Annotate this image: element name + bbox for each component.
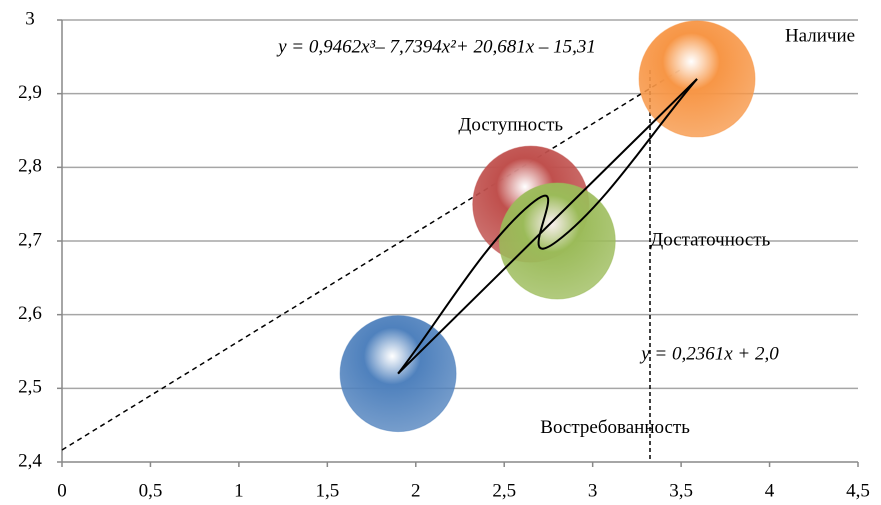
y-tick-label: 2,4 [18, 450, 42, 471]
x-tick-label: 0 [57, 480, 67, 501]
linear-equation: y = 0,2361x + 2,0 [639, 343, 779, 364]
chart: 2,42,52,62,72,82,9300,511,522,533,544,5 … [0, 0, 881, 505]
y-tick-label: 3 [25, 8, 35, 29]
data-label: Доступность [458, 115, 563, 136]
x-tick-label: 2 [411, 480, 421, 501]
x-tick-label: 2,5 [492, 480, 516, 501]
y-tick-label: 2,7 [18, 229, 42, 250]
x-tick-label: 4 [765, 480, 775, 501]
polynomial-equation: y = 0,9462x³– 7,7394x²+ 20,681x – 15,31 [276, 36, 596, 57]
x-tick-label: 0,5 [139, 480, 163, 501]
y-tick-label: 2,8 [18, 156, 42, 177]
x-tick-label: 3,5 [669, 480, 693, 501]
data-label: Достаточность [650, 229, 770, 250]
x-tick-label: 1 [234, 480, 244, 501]
y-tick-label: 2,6 [18, 303, 42, 324]
x-tick-label: 4,5 [846, 480, 870, 501]
data-label: Наличие [785, 25, 855, 46]
data-label: Востребованность [540, 417, 690, 438]
x-tick-label: 3 [588, 480, 598, 501]
x-tick-label: 1,5 [315, 480, 339, 501]
y-tick-label: 2,9 [18, 82, 42, 103]
y-tick-label: 2,5 [18, 377, 42, 398]
